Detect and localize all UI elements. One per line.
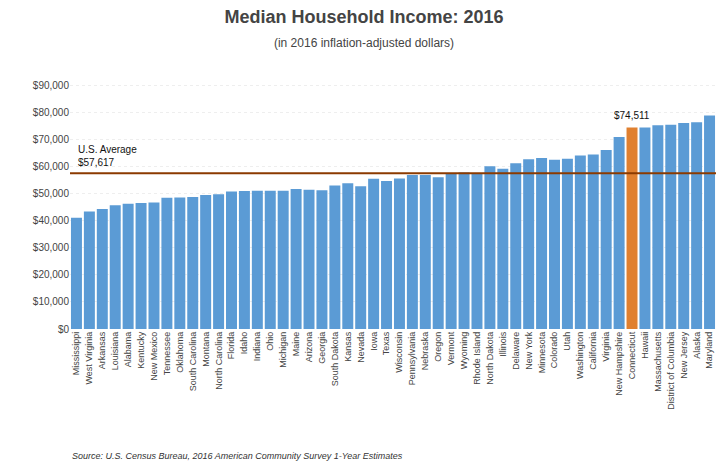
svg-text:Washington: Washington [575,332,585,379]
svg-text:Massachusetts: Massachusetts [653,331,663,392]
svg-text:California: California [588,332,598,370]
svg-text:Georgia: Georgia [317,332,327,364]
svg-text:Hawaii: Hawaii [640,332,650,359]
svg-text:Louisiana: Louisiana [110,332,120,371]
svg-text:New Jersey: New Jersey [679,331,689,379]
svg-text:$0: $0 [58,324,70,335]
svg-text:$80,000: $80,000 [33,107,70,118]
svg-text:$20,000: $20,000 [33,269,70,280]
svg-text:Alaska: Alaska [692,332,702,359]
svg-text:Utah: Utah [562,332,572,351]
svg-text:Wisconsin: Wisconsin [394,332,404,373]
svg-text:Ohio: Ohio [265,332,275,351]
svg-text:Nebraska: Nebraska [420,332,430,371]
svg-text:West Virginia: West Virginia [84,332,94,385]
svg-text:Illinois: Illinois [498,331,508,357]
svg-text:$70,000: $70,000 [33,134,70,145]
svg-text:$60,000: $60,000 [33,161,70,172]
svg-text:Pennsylvania: Pennsylvania [407,332,417,386]
svg-text:$10,000: $10,000 [33,296,70,307]
svg-text:Texas: Texas [381,331,391,355]
svg-text:$50,000: $50,000 [33,188,70,199]
svg-text:$40,000: $40,000 [33,215,70,226]
svg-text:Kansas: Kansas [343,331,353,362]
svg-text:Kentucky: Kentucky [136,331,146,369]
svg-text:Colorado: Colorado [549,332,559,369]
svg-text:Indiana: Indiana [252,332,262,362]
svg-text:Tennessee: Tennessee [162,332,172,376]
svg-text:U.S. Average$57,617: U.S. Average$57,617 [78,144,137,168]
svg-text:Idaho: Idaho [239,332,249,355]
svg-text:Florida: Florida [226,332,236,360]
svg-text:North Dakota: North Dakota [485,332,495,385]
svg-text:Arizona: Arizona [304,332,314,363]
svg-text:Vermont: Vermont [446,331,456,365]
svg-text:Nevada: Nevada [356,332,366,363]
svg-text:Arkansas: Arkansas [97,331,107,369]
svg-text:Michigan: Michigan [278,332,288,368]
svg-text:Wyoming: Wyoming [459,332,469,369]
svg-text:Mississippi: Mississippi [71,332,81,376]
svg-text:Oregon: Oregon [433,332,443,362]
svg-text:Connecticut: Connecticut [627,331,637,379]
svg-text:$74,511: $74,511 [614,110,650,121]
svg-text:Virginia: Virginia [601,332,611,362]
svg-text:Minnesota: Minnesota [537,332,547,374]
svg-text:Alabama: Alabama [123,332,133,368]
svg-text:Maine: Maine [291,332,301,357]
svg-text:New Hampshire: New Hampshire [614,332,624,396]
svg-text:$90,000: $90,000 [33,80,70,91]
svg-text:Iowa: Iowa [369,332,379,351]
svg-text:North Carolina: North Carolina [214,332,224,390]
svg-text:South Dakota: South Dakota [330,332,340,387]
svg-text:New York: New York [524,331,534,370]
svg-text:Rhode Island: Rhode Island [472,332,482,385]
svg-text:Source: U.S. Census Bureau, 20: Source: U.S. Census Bureau, 2016 America… [72,451,403,461]
svg-text:$30,000: $30,000 [33,242,70,253]
svg-text:South Carolina: South Carolina [188,332,198,392]
svg-text:New Mexico: New Mexico [149,332,159,381]
svg-text:Montana: Montana [201,332,211,367]
svg-text:Maryland: Maryland [704,332,714,369]
svg-text:Oklahoma: Oklahoma [175,332,185,373]
svg-text:District of Columbia: District of Columbia [666,332,676,410]
svg-text:Delaware: Delaware [511,332,521,370]
svg-text:Median Household Income: 2016(: Median Household Income: 2016(in 2016 in… [224,7,503,49]
